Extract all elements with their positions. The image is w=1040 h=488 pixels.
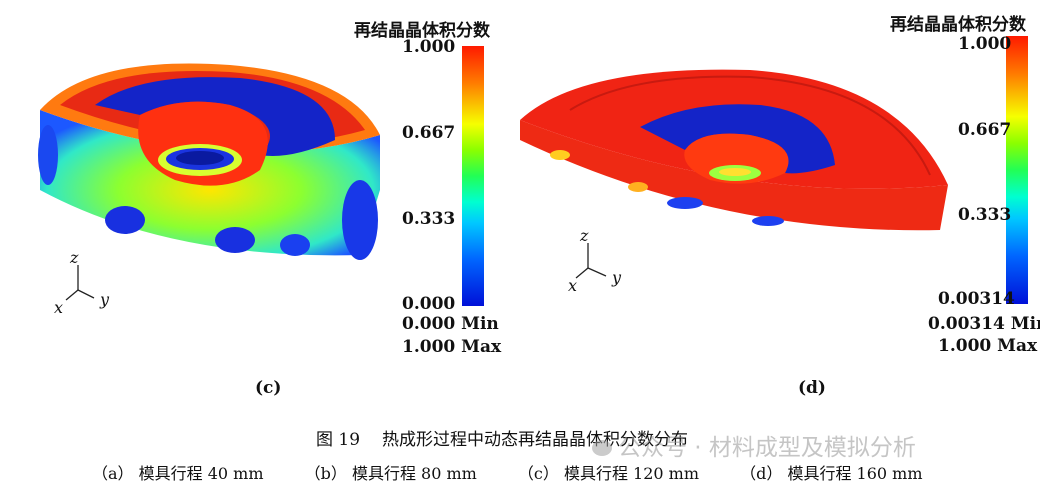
tick-min-c: 0.000 — [402, 294, 456, 314]
axis-x-label-d: x — [568, 276, 578, 295]
legend-title-d: 再结晶晶体积分数 — [890, 15, 1026, 35]
subcaption-c: （c） 模具行程 120 mm — [517, 464, 700, 483]
axis-triad-d — [568, 228, 638, 302]
panel-d: 再结晶晶体积分数 1.000 0.667 0.333 0.00314 0.003… — [520, 0, 1040, 400]
axis-x-label-c: x — [54, 298, 64, 317]
panel-label-d: (d) — [798, 378, 826, 398]
min-label-c: 0.000 Min — [402, 314, 499, 334]
subcaption-a: （a） 模具行程 40 mm — [92, 464, 264, 483]
panel-label-c: (c) — [255, 378, 282, 398]
tick-0333-c: 0.333 — [402, 209, 456, 229]
subcaption-list: （a） 模具行程 40 mm （b） 模具行程 80 mm （c） 模具行程 1… — [92, 460, 959, 484]
legend-title-c: 再结晶晶体积分数 — [354, 21, 490, 41]
min-label-d: 0.00314 Min — [928, 314, 1040, 334]
axis-z-label-d: z — [580, 226, 589, 245]
axis-y-label-c: y — [100, 290, 110, 309]
tick-min-d: 0.00314 — [938, 289, 1015, 309]
watermark-text: 公众号 · 材料成型及模拟分析 — [618, 435, 916, 461]
panel-c: 再结晶晶体积分数 1.000 0.667 0.333 0.000 0.000 M… — [0, 0, 520, 400]
max-label-c: 1.000 Max — [402, 337, 502, 357]
tick-1000-d: 1.000 — [958, 34, 1012, 54]
figure-number: 图 19 — [316, 430, 361, 450]
tick-0667-d: 0.667 — [958, 120, 1012, 140]
wechat-icon — [592, 440, 612, 456]
watermark: 公众号 · 材料成型及模拟分析 — [592, 428, 916, 462]
colorbar-d — [1006, 36, 1028, 304]
subcaption-b: （b） 模具行程 80 mm — [304, 464, 477, 483]
simulation-image-c — [38, 63, 380, 260]
tick-0333-d: 0.333 — [958, 205, 1012, 225]
tick-0667-c: 0.667 — [402, 123, 456, 143]
axis-triad-c — [50, 250, 120, 324]
subcaption-d: （d） 模具行程 160 mm — [740, 464, 923, 483]
tick-1000-c: 1.000 — [402, 37, 456, 57]
axis-y-label-d: y — [612, 268, 622, 287]
colorbar-c — [462, 46, 484, 306]
axis-z-label-c: z — [70, 248, 79, 267]
simulation-image-d — [520, 69, 948, 231]
max-label-d: 1.000 Max — [938, 336, 1038, 356]
